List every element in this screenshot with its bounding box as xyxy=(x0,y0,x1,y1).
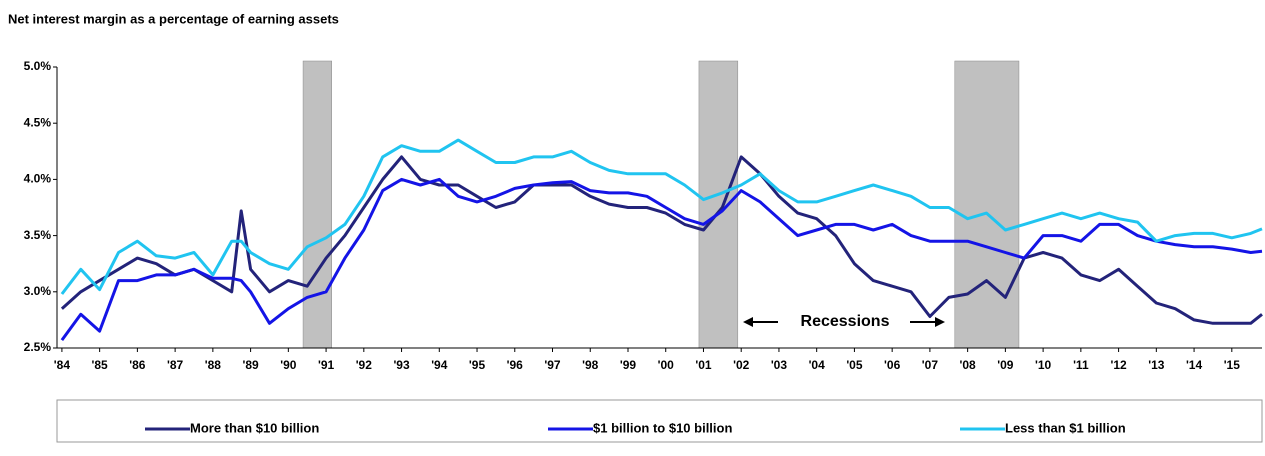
x-tick-label: '90 xyxy=(280,358,297,372)
x-tick-label: '00 xyxy=(658,358,675,372)
y-tick-label: 4.0% xyxy=(24,172,52,186)
legend-label: More than $10 billion xyxy=(190,420,319,435)
recession-band xyxy=(698,60,739,349)
x-tick-label: '06 xyxy=(884,358,901,372)
line-layer xyxy=(60,138,1263,341)
arrow-right-head xyxy=(935,317,945,327)
chart-title: Net interest margin as a percentage of e… xyxy=(8,11,339,26)
recession-annotation: Recessions xyxy=(743,313,945,330)
x-tick-label: '05 xyxy=(846,358,863,372)
arrow-left-head xyxy=(743,317,753,327)
series-line xyxy=(60,155,1263,325)
x-tick-label: '89 xyxy=(242,358,259,372)
x-tick-label: '98 xyxy=(582,358,599,372)
x-tick-label: '03 xyxy=(771,358,788,372)
recession-layer xyxy=(302,60,1020,349)
x-tick-label: '11 xyxy=(1073,358,1089,372)
x-tick-label: '07 xyxy=(922,358,939,372)
y-tick-label: 5.0% xyxy=(24,59,52,73)
x-tick-label: '91 xyxy=(318,358,335,372)
x-tick-label: '88 xyxy=(205,358,222,372)
recession-band xyxy=(954,60,1020,349)
y-tick-label: 2.5% xyxy=(24,340,52,354)
x-tick-label: '93 xyxy=(393,358,410,372)
x-tick-label: '95 xyxy=(469,358,486,372)
x-tick-label: '94 xyxy=(431,358,448,372)
x-tick-label: '10 xyxy=(1035,358,1052,372)
y-tick-label: 3.0% xyxy=(24,284,52,298)
x-tick-label: '02 xyxy=(733,358,750,372)
x-tick-label: '85 xyxy=(92,358,109,372)
x-tick-label: '14 xyxy=(1186,358,1203,372)
legend-label: Less than $1 billion xyxy=(1005,420,1126,435)
x-tick-label: '08 xyxy=(960,358,977,372)
x-tick-label: '99 xyxy=(620,358,637,372)
x-tick-label: '86 xyxy=(129,358,146,372)
x-tick-label: '01 xyxy=(695,358,712,372)
x-tick-label: '04 xyxy=(809,358,826,372)
legend-label: $1 billion to $10 billion xyxy=(593,420,732,435)
series-line xyxy=(60,138,1263,295)
recession-band xyxy=(302,60,332,349)
y-tick-label: 3.5% xyxy=(24,228,52,242)
x-tick-label: '12 xyxy=(1110,358,1127,372)
series-line xyxy=(60,177,1263,341)
x-tick-label: '84 xyxy=(54,358,71,372)
x-tick-label: '15 xyxy=(1224,358,1241,372)
x-tick-label: '92 xyxy=(356,358,373,372)
x-tick-label: '09 xyxy=(997,358,1014,372)
x-tick-label: '97 xyxy=(544,358,561,372)
x-tick-label: '13 xyxy=(1148,358,1165,372)
legend xyxy=(56,399,1263,443)
x-tick-label: '96 xyxy=(507,358,524,372)
x-tick-label: '87 xyxy=(167,358,184,372)
annotation: Recessions xyxy=(801,313,890,330)
y-tick-label: 4.5% xyxy=(24,115,52,129)
legend-items: More than $10 billion $1 billion to $10 b… xyxy=(145,420,1126,435)
